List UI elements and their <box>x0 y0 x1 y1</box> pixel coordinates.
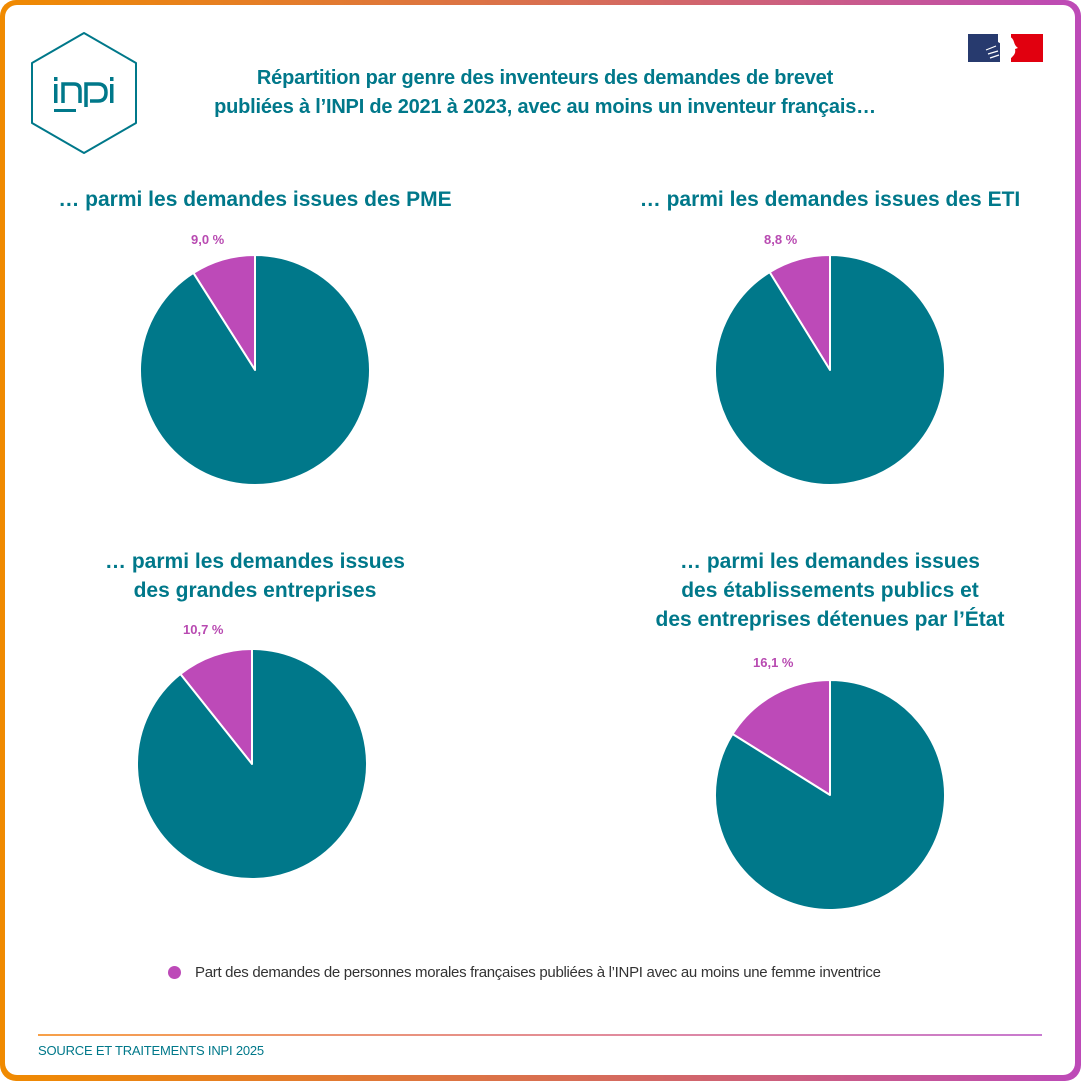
main-title-line-1: Répartition par genre des inventeurs des… <box>256 67 834 89</box>
pie-slice-other <box>714 254 946 486</box>
panel-title-etablissements-publics: … parmi les demandes issues des établiss… <box>630 547 1030 634</box>
pie-chart-grandes-entreprises <box>136 648 368 880</box>
inpi-logo <box>31 32 137 154</box>
data-label-etablissements-publics: 16,1 % <box>753 655 794 670</box>
marianne-flag-icon <box>968 34 1043 62</box>
source-note: SOURCE ET TRAITEMENTS INPI 2025 <box>38 1043 264 1058</box>
pie-slice-women-inventors <box>179 648 253 765</box>
main-title-line-2: publiées à l’INPI de 2021 à 2023, avec a… <box>214 96 876 118</box>
data-label-eti: 8,8 % <box>764 232 798 247</box>
panel-title-grandes-entreprises: … parmi les demandes issues des grandes … <box>60 547 450 605</box>
panel-title-eti: … parmi les demandes issues des ETI <box>620 185 1040 214</box>
content-area <box>5 5 1075 1075</box>
panel-title-line: … parmi les demandes issues <box>105 550 405 573</box>
legend-swatch-icon <box>168 965 181 979</box>
panel-title-line: des établissements publics et <box>681 579 979 602</box>
panel-title-line: des grandes entreprises <box>133 579 377 602</box>
pie-chart-eti <box>714 254 946 486</box>
legend: Part des demandes de personnes morales f… <box>168 961 988 983</box>
panel-title-line: … parmi les demandes issues <box>680 550 980 573</box>
panel-title-line: des entreprises détenues par l’État <box>655 608 1005 631</box>
pie-slice-other <box>136 648 368 880</box>
pie-chart-pme <box>139 254 371 486</box>
panel-title-pme: … parmi les demandes issues des PME <box>40 185 470 214</box>
data-label-grandes-entreprises: 10,7 % <box>183 622 224 637</box>
data-label-pme: 9,0 % <box>191 232 225 247</box>
legend-label: Part des demandes de personnes morales f… <box>195 963 881 981</box>
panel-title-line: … parmi les demandes issues des ETI <box>639 188 1021 211</box>
pie-slice-other <box>714 679 946 911</box>
footer-divider <box>38 1034 1042 1036</box>
panel-title-line: … parmi les demandes issues des PME <box>58 188 452 211</box>
pie-chart-etablissements-publics <box>714 679 946 911</box>
pie-slice-other <box>139 254 371 486</box>
main-title: Répartition par genre des inventeurs des… <box>150 64 940 122</box>
pie-slice-women-inventors <box>731 679 831 796</box>
